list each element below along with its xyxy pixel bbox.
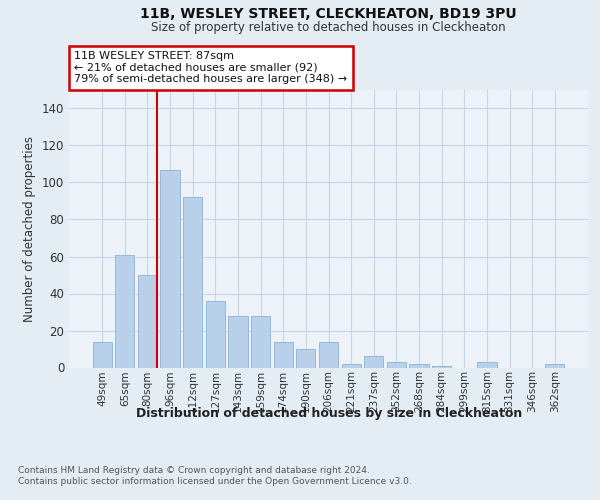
Text: Contains HM Land Registry data © Crown copyright and database right 2024.: Contains HM Land Registry data © Crown c… [18,466,370,475]
Text: Size of property relative to detached houses in Cleckheaton: Size of property relative to detached ho… [151,21,506,34]
Text: 11B, WESLEY STREET, CLECKHEATON, BD19 3PU: 11B, WESLEY STREET, CLECKHEATON, BD19 3P… [140,8,517,22]
Bar [364,356,383,368]
Bar [92,342,112,367]
Bar [115,254,134,368]
Bar [274,342,293,367]
Bar [160,170,180,368]
Bar [409,364,428,368]
Text: Contains public sector information licensed under the Open Government Licence v3: Contains public sector information licen… [18,478,412,486]
Bar [341,364,361,368]
Bar [477,362,497,368]
Bar [229,316,248,368]
Bar [206,301,225,368]
Bar [183,198,202,368]
Bar [251,316,270,368]
Bar [387,362,406,368]
Bar [432,366,451,368]
Bar [319,342,338,367]
Text: 11B WESLEY STREET: 87sqm
← 21% of detached houses are smaller (92)
79% of semi-d: 11B WESLEY STREET: 87sqm ← 21% of detach… [74,51,347,84]
Bar [296,349,316,368]
Bar [138,275,157,368]
Bar [545,364,565,368]
Y-axis label: Number of detached properties: Number of detached properties [23,136,36,322]
Text: Distribution of detached houses by size in Cleckheaton: Distribution of detached houses by size … [136,408,522,420]
